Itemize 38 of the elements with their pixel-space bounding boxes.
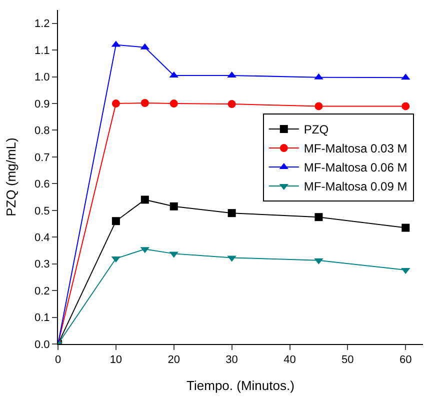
- x-tick-label: 40: [284, 354, 296, 366]
- x-tick-label: 30: [226, 354, 238, 366]
- x-tick-label: 20: [168, 354, 180, 366]
- y-tick-label: 0.2: [34, 285, 50, 298]
- point: [140, 196, 149, 204]
- legend-label: MF-Maltosa 0.09 M: [304, 180, 408, 194]
- y-tick-label: 0.5: [34, 205, 50, 218]
- point: [112, 217, 120, 226]
- point: [402, 102, 410, 110]
- point: [314, 213, 323, 222]
- y-tick-label: 1.0: [34, 72, 50, 84]
- y-tick-label: 0.1: [34, 312, 50, 324]
- legend-label: MF-Maltosa 0.03 M: [304, 142, 408, 156]
- point: [140, 98, 149, 107]
- x-tick-label: 0: [54, 354, 62, 366]
- y-tick-label: 1.1: [34, 44, 50, 57]
- y-tick-label: 0.4: [34, 232, 50, 244]
- y-axis-title: PZQ (mg/mL): [3, 138, 18, 216]
- x-tick-label: 10: [110, 354, 122, 366]
- x-tick-label: 50: [342, 354, 354, 366]
- y-tick-label: 0.3: [34, 258, 50, 271]
- y-tick-label: 0.0: [34, 338, 50, 351]
- y-tick-label: 1.2: [34, 18, 50, 30]
- point: [170, 100, 178, 108]
- x-tick-label: 60: [399, 354, 412, 366]
- point: [228, 209, 236, 218]
- point: [314, 102, 323, 110]
- y-tick-label: 0.9: [34, 98, 50, 110]
- y-tick-label: 0.8: [34, 125, 50, 138]
- y-tick-label: 0.6: [34, 178, 50, 191]
- point: [228, 100, 236, 108]
- y-tick-label: 0.7: [34, 152, 50, 164]
- legend-label: PZQ: [304, 122, 329, 137]
- legend-label: MF-Maltosa 0.06 M: [304, 160, 408, 175]
- point: [170, 202, 178, 210]
- point: [402, 224, 410, 232]
- x-axis-title: Tiempo. (Minutos.): [186, 378, 294, 393]
- point: [112, 100, 120, 108]
